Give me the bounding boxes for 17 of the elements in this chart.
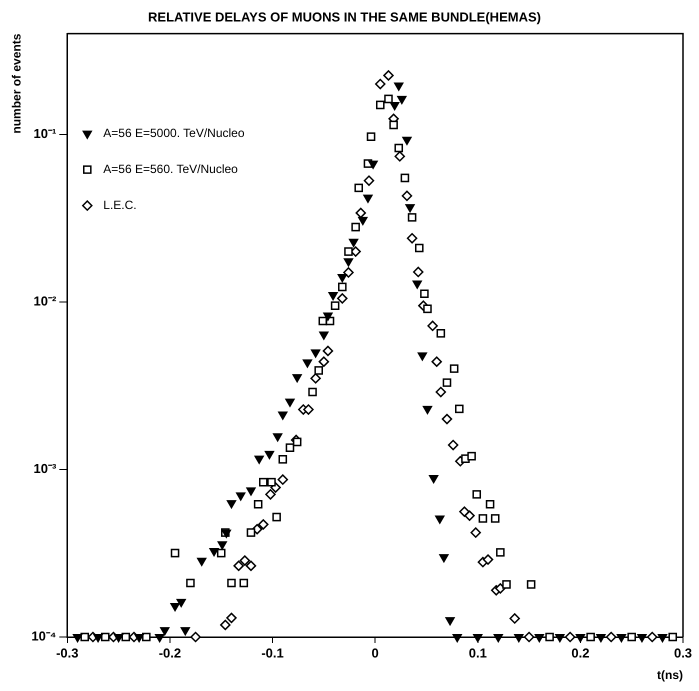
x-axis-title: t(ns) <box>657 668 683 682</box>
x-tick-label: 0.1 <box>468 645 487 660</box>
legend-label: A=56 E=560. TeV/Nucleo <box>103 162 238 176</box>
y-tick-label: 10⁻⁴ <box>31 628 56 644</box>
y-axis-title: number of events <box>10 33 24 134</box>
chart-title: RELATIVE DELAYS OF MUONS IN THE SAME BUNDLE(HEMAS) <box>148 9 541 24</box>
y-tick-label: 10⁻² <box>33 294 57 309</box>
x-tick-label: 0.2 <box>571 645 590 660</box>
x-tick-label: -0.2 <box>158 645 182 660</box>
legend-label: L.E.C. <box>103 198 137 212</box>
y-tick-label: 10⁻³ <box>33 461 57 476</box>
y-tick-label: 10⁻¹ <box>33 126 56 142</box>
x-tick-label: -0.3 <box>56 645 78 660</box>
x-tick-label: -0.1 <box>261 645 284 660</box>
x-tick-label: 0 <box>372 645 379 660</box>
legend-label: A=56 E=5000. TeV/Nucleo <box>103 126 245 140</box>
x-tick-label: 0.3 <box>674 645 692 660</box>
